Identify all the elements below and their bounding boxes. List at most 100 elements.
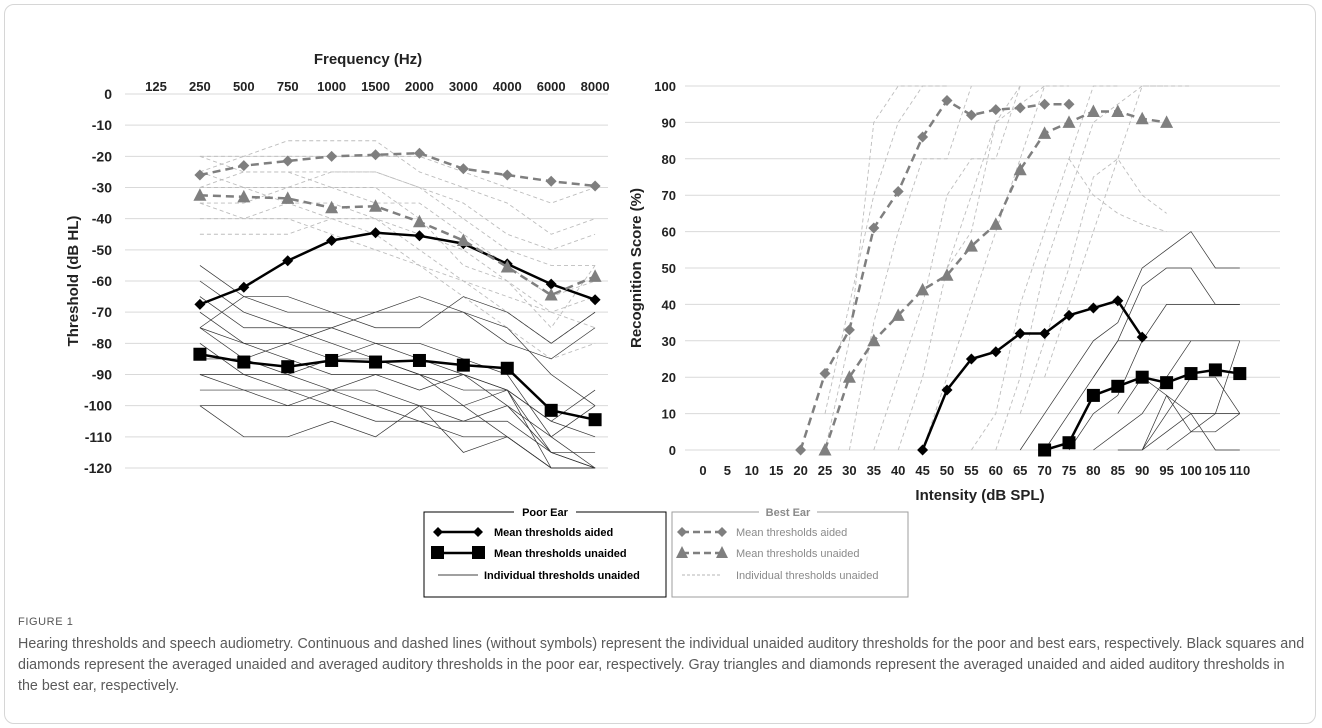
x-tick-label: 100 <box>1180 463 1202 478</box>
data-point-best-triangle <box>1111 104 1125 117</box>
legend-best-aided-diamond-icon <box>677 527 687 537</box>
data-point-best-diamond <box>941 95 953 107</box>
data-point-best-triangle <box>544 288 558 301</box>
individual-score-best-line <box>971 85 1118 451</box>
data-point-poor-square <box>325 353 339 367</box>
data-point-best-triangle <box>1013 162 1027 176</box>
x-axis-title: Intensity (dB SPL) <box>915 487 1044 504</box>
data-point-best-diamond <box>282 155 294 167</box>
x-tick-label: 1500 <box>361 79 390 94</box>
legend-best-unaided-triangle-icon <box>676 546 688 558</box>
figure-charts: 0 -10 -20 -30 -40 -50 -60 -70 -80 -90 -100 -110 -120… <box>65 51 1280 598</box>
data-point-best-diamond <box>917 131 929 143</box>
data-point-best-triangle <box>940 268 954 281</box>
y-tick-label: -10 <box>92 117 112 133</box>
legend-best-title: Best Ear <box>766 507 811 519</box>
y-tick-label: 60 <box>662 225 676 240</box>
data-point-poor-diamond <box>1063 309 1075 321</box>
x-tick-label: 5 <box>724 463 731 478</box>
data-point-poor-diamond <box>194 298 206 310</box>
data-point-best-triangle <box>500 259 514 273</box>
data-point-poor-square <box>1184 367 1198 381</box>
data-point-poor-diamond <box>990 346 1002 358</box>
audiogram-chart: 0 -10 -20 -30 -40 -50 -60 -70 -80 -90 -100 -110 -120… <box>65 51 610 476</box>
legend-poor-title: Poor Ear <box>522 507 569 519</box>
series-line-poor-square <box>199 353 596 421</box>
data-point-poor-square <box>1160 376 1174 390</box>
data-point-poor-square <box>1038 443 1052 457</box>
x-tick-label: 6000 <box>537 79 566 94</box>
y-tick-label: -20 <box>92 148 112 164</box>
individual-score-poor-line <box>1141 340 1241 451</box>
legend-best-individual-label: Individual thresholds unaided <box>736 570 879 582</box>
data-point-best-diamond <box>501 169 513 181</box>
data-point-best-diamond <box>589 180 601 192</box>
x-tick-label: 750 <box>277 79 299 94</box>
x-tick-label: 80 <box>1086 463 1100 478</box>
individual-score-best-line <box>995 85 1167 451</box>
speech-audiometry-chart: 0 10 20 30 40 50 60 70 80 90 100 0 5 10 15 20 25 30 35 40 45… <box>628 79 1280 504</box>
individual-threshold-poor-line <box>199 358 596 422</box>
individual-score-best-line <box>1068 158 1167 233</box>
series-line-best-diamond <box>199 151 596 188</box>
x-tick-label: 55 <box>964 463 978 478</box>
data-point-poor-square <box>193 347 207 361</box>
y-tick-label: -100 <box>84 398 112 414</box>
legend-poor-box <box>423 511 667 598</box>
x-axis-title: Frequency (Hz) <box>314 51 422 68</box>
x-tick-label: 2000 <box>405 79 434 94</box>
legend-poor-title-bg <box>514 505 576 519</box>
data-point-best-diamond <box>1063 98 1075 110</box>
data-point-poor-diamond <box>1039 328 1051 340</box>
data-point-poor-square <box>1086 388 1100 402</box>
data-point-poor-diamond <box>413 230 425 242</box>
x-tick-label: 45 <box>915 463 929 478</box>
data-point-poor-square <box>412 353 426 367</box>
x-tick-label: 15 <box>769 463 783 478</box>
data-point-best-diamond <box>1039 98 1051 110</box>
individual-threshold-poor-line <box>199 374 596 438</box>
x-tick-label: 1000 <box>317 79 346 94</box>
data-point-best-diamond <box>819 368 831 380</box>
data-point-poor-diamond <box>941 384 953 396</box>
legend-best-box <box>671 511 909 598</box>
data-point-best-diamond <box>868 222 880 234</box>
series-line-poor-diamond <box>199 231 596 306</box>
data-point-best-diamond <box>1014 102 1026 114</box>
x-tick-label: 90 <box>1135 463 1149 478</box>
x-tick-label: 75 <box>1062 463 1076 478</box>
individual-score-best-line <box>946 85 1045 269</box>
individual-threshold-poor-line <box>199 389 596 469</box>
figure-caption: FIGURE 1 Hearing thresholds and speech a… <box>18 616 1308 697</box>
data-point-best-diamond <box>326 150 338 162</box>
series-line-best-triangle <box>823 110 1167 451</box>
data-point-poor-diamond <box>282 255 294 267</box>
y-tick-label: 20 <box>662 370 676 385</box>
data-point-best-triangle <box>1160 115 1174 128</box>
x-tick-label: 4000 <box>493 79 522 94</box>
legend-best-unaided-triangle-icon <box>716 546 728 558</box>
x-tick-label: 125 <box>145 79 167 94</box>
data-point-best-triangle <box>1135 111 1149 125</box>
individual-score-best-line <box>824 85 947 414</box>
y-tick-label: 90 <box>662 115 676 130</box>
data-point-poor-diamond <box>1014 328 1026 340</box>
x-tick-label: 30 <box>842 463 856 478</box>
x-tick-label: 500 <box>233 79 255 94</box>
data-point-poor-square <box>1111 379 1125 393</box>
data-point-poor-diamond <box>965 353 977 365</box>
series-line-poor-diamond <box>921 299 1144 451</box>
legend-best-aided-label: Mean thresholds aided <box>736 527 847 539</box>
data-point-poor-square <box>1135 370 1149 384</box>
figure-label: FIGURE 1 <box>18 616 74 628</box>
data-point-poor-square <box>544 403 558 417</box>
data-point-best-diamond <box>892 186 904 198</box>
legend-best-aided-diamond-icon <box>717 527 727 537</box>
y-tick-label: -60 <box>92 273 112 289</box>
individual-score-poor-line <box>1044 267 1240 451</box>
y-tick-label: -50 <box>92 242 112 258</box>
data-point-poor-diamond <box>1112 295 1124 307</box>
legend: Poor Ear Mean thresholds aided Mean thre… <box>423 505 909 598</box>
legend-poor-aided-diamond-icon <box>473 527 483 537</box>
x-tick-label: 65 <box>1013 463 1027 478</box>
